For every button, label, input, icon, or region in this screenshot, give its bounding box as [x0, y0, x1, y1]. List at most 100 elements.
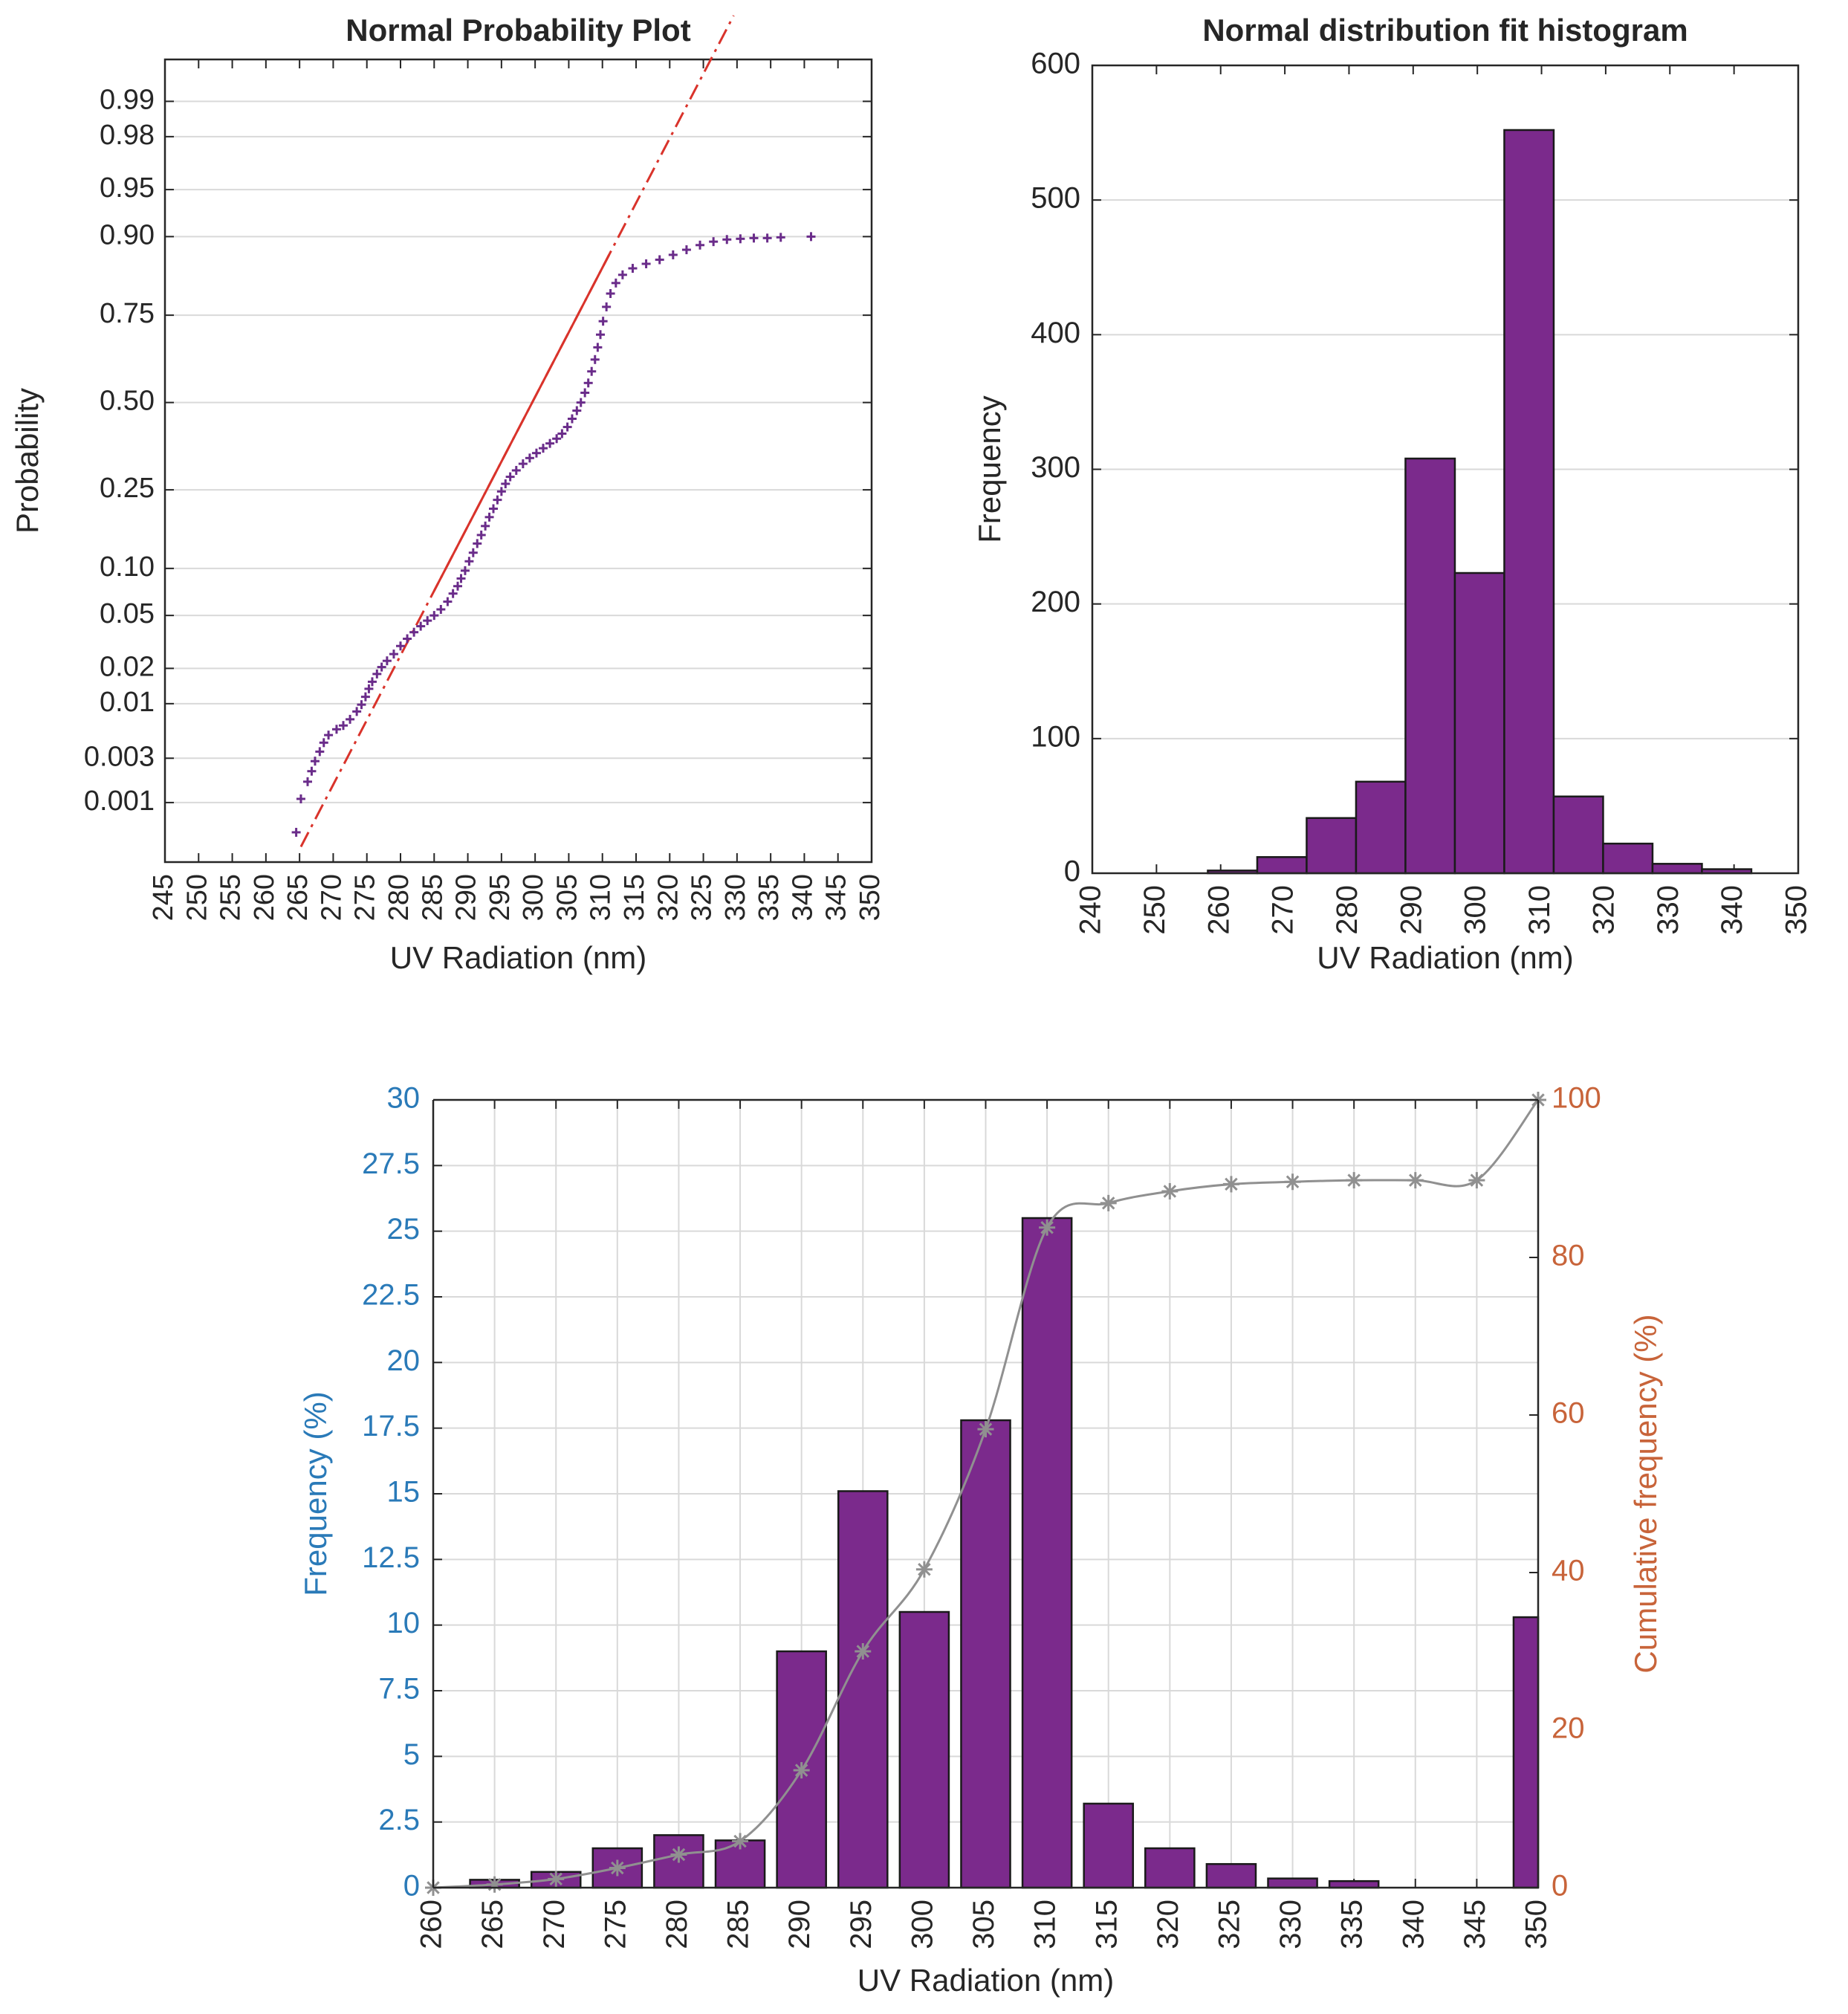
histogram-bar: [1503, 129, 1555, 875]
frequency-tick-label: 2.5: [378, 1804, 420, 1836]
probability-data-point: [396, 641, 405, 651]
x-tick-label: 290: [1395, 885, 1427, 935]
probability-data-point: [749, 233, 759, 243]
frequency-tick-label: 12.5: [362, 1541, 420, 1574]
histogram-bar: [1306, 817, 1358, 875]
category-tick-label: 290: [783, 1900, 816, 1949]
frequency-cumulative-panel: 0 2.5 5 7.5 10 12.5 15 17.5 20 22.5 25 27.5 30 260 265…: [298, 1082, 1663, 1998]
x-tick-label: 340: [1716, 885, 1748, 935]
category-tick-label: 325: [1213, 1900, 1246, 1949]
category-tick-label: 315: [1090, 1900, 1123, 1949]
x-tick-label: 295: [484, 874, 516, 921]
y-tick-label: 300: [1031, 451, 1080, 484]
probability-data-point: [595, 330, 605, 340]
probability-data-point: [456, 574, 466, 583]
category-tick-label: 280: [661, 1900, 693, 1949]
x-tick-label: 310: [1523, 885, 1556, 935]
probability-data-point: [339, 721, 348, 731]
y-tick-label: 100: [1031, 720, 1080, 753]
probability-data-point: [583, 378, 593, 388]
probability-data-point: [357, 700, 366, 710]
probability-data-point: [762, 233, 772, 243]
category-tick-label: 330: [1274, 1900, 1307, 1949]
probability-data-point: [590, 354, 600, 364]
histogram-title: Normal distribution fit histogram: [1202, 13, 1687, 48]
probability-data-point: [572, 406, 582, 415]
y-tick-label: 600: [1031, 48, 1080, 80]
x-tick-label: 240: [1074, 885, 1107, 935]
category-tick-label: 265: [476, 1900, 509, 1949]
probability-data-point: [296, 794, 305, 803]
x-tick-label: 320: [652, 874, 684, 921]
category-tick-label: 320: [1152, 1900, 1184, 1949]
category-tick-label: 340: [1397, 1900, 1430, 1949]
probability-data-point: [476, 530, 486, 540]
probability-data-point: [372, 669, 382, 679]
cumulative-marker: [732, 1833, 749, 1850]
probability-data-point: [468, 548, 478, 557]
probability-data-point: [655, 255, 664, 265]
x-tick-label: 330: [1652, 885, 1685, 935]
cumulative-marker: [1468, 1172, 1485, 1189]
cumulative-marker: [1039, 1219, 1056, 1236]
frequency-tick-label: 5: [403, 1738, 420, 1771]
probability-data-point: [429, 611, 439, 621]
probability-tick-label: 0.75: [100, 298, 155, 329]
probability-data-point: [539, 444, 548, 453]
histogram-y-axis-label: Frequency: [972, 395, 1007, 543]
y-tick-label: 500: [1031, 182, 1080, 215]
histogram-bar: [1404, 457, 1456, 875]
probability-plot-frame: [163, 58, 873, 864]
x-tick-label: 255: [215, 874, 247, 921]
x-tick-label: 265: [282, 874, 314, 921]
cumulative-marker: [670, 1846, 687, 1863]
probability-data-point: [587, 366, 597, 376]
probability-data-point: [806, 232, 816, 242]
probability-data-point: [360, 692, 370, 702]
frequency-y-axis-label: Frequency (%): [298, 1391, 333, 1596]
probability-data-point: [668, 250, 678, 259]
probability-data-point: [423, 616, 432, 626]
frequency-tick-label: 22.5: [362, 1279, 420, 1312]
cumulative-tick-label: 60: [1552, 1397, 1585, 1430]
frequency-tick-label: 15: [387, 1476, 421, 1509]
x-tick-label: 275: [350, 874, 381, 921]
frequency-bar: [1205, 1862, 1257, 1889]
frequency-tick-label: 17.5: [362, 1410, 420, 1442]
probability-data-point: [617, 270, 627, 279]
probability-data-point: [416, 621, 426, 631]
probability-data-point: [389, 650, 398, 659]
probability-data-point: [776, 233, 785, 242]
cumulative-marker: [1346, 1172, 1363, 1189]
frequency-bar: [1267, 1877, 1318, 1889]
histogram-x-axis-label: UV Radiation (nm): [1317, 940, 1573, 975]
y-tick-label: 0: [1064, 855, 1080, 888]
category-tick-label: 275: [599, 1900, 632, 1949]
x-tick-label: 250: [181, 874, 213, 921]
category-tick-label: 345: [1459, 1900, 1491, 1949]
cumulative-marker: [977, 1421, 994, 1438]
probability-data-point: [481, 521, 490, 531]
category-tick-label: 350: [1520, 1900, 1553, 1949]
x-tick-label: 305: [551, 874, 583, 921]
histogram-bar: [1256, 856, 1308, 875]
frequency-tick-label: 30: [387, 1082, 421, 1115]
category-tick-label: 305: [967, 1900, 1000, 1949]
cumulative-marker: [486, 1876, 503, 1893]
cumulative-marker: [1222, 1176, 1239, 1193]
probability-data-point: [505, 472, 515, 482]
cumulative-marker: [793, 1762, 810, 1779]
probability-data-point: [493, 495, 502, 505]
probability-data-point: [307, 766, 317, 776]
x-tick-label: 315: [619, 874, 650, 921]
probability-data-point: [484, 512, 494, 522]
probability-data-point: [409, 627, 419, 637]
probability-data-point: [681, 245, 691, 255]
probability-data-point: [511, 465, 521, 475]
x-tick-label: 280: [1331, 885, 1364, 935]
probability-data-point: [319, 738, 328, 748]
histogram-panel: Normal distribution fit histogram 0 100 200…: [972, 13, 1812, 975]
frequency-x-axis-label: UV Radiation (nm): [857, 1963, 1114, 1998]
probability-data-point: [464, 557, 474, 566]
x-tick-label: 280: [383, 874, 415, 921]
